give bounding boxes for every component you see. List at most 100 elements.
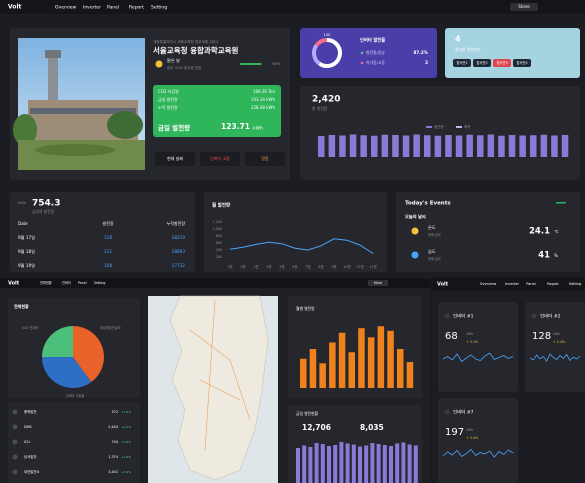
event-unit: % <box>554 253 558 258</box>
overview-title: 전체현황 <box>14 303 29 309</box>
event-sub: 현재 습도 <box>428 256 441 261</box>
bar <box>392 135 399 157</box>
nav-item: Setting <box>151 5 167 11</box>
bar <box>466 134 473 157</box>
action-button[interactable] <box>200 152 240 166</box>
legend-label: 예측 <box>464 124 471 129</box>
bar <box>401 442 406 483</box>
bar <box>424 135 431 157</box>
chip-label: 접속반4 <box>516 60 527 65</box>
plant-change: +2.2% <box>121 425 131 429</box>
junction-label: 접속반 알리미수 <box>455 47 481 52</box>
bar <box>402 135 410 157</box>
table-cell: 9월 19일 <box>18 262 35 269</box>
bar <box>358 328 365 388</box>
bar <box>309 349 317 388</box>
inverter-name: 인버터 #2 <box>540 313 561 320</box>
bar <box>477 135 484 157</box>
plants-card <box>8 402 140 483</box>
bar <box>376 444 381 483</box>
x-tick-label: 12월 <box>369 264 376 269</box>
chip-label: 접속반2 <box>476 60 487 65</box>
inverter-card <box>438 302 518 392</box>
pie-slice <box>42 326 73 357</box>
today-unit: kWh <box>253 126 263 132</box>
weather-detail: 습도 41% 일조량 양호 <box>167 65 202 70</box>
action-button[interactable] <box>155 152 195 166</box>
stat-label: 금일 발전량 <box>158 96 178 102</box>
junction-count: 4 <box>455 35 461 44</box>
bar <box>348 352 355 388</box>
nav-item: Report <box>129 5 144 11</box>
plant-icon <box>12 439 18 445</box>
nav-item: Report <box>547 282 559 286</box>
user-button <box>510 3 538 11</box>
table-cell: 17732 <box>172 263 186 268</box>
bar <box>327 446 331 483</box>
plant-name: DMS <box>24 425 32 429</box>
nav-item: Inverter <box>83 5 101 11</box>
monthly-title: 월 발전량 <box>212 202 231 209</box>
y-tick-label: 800 <box>216 234 222 238</box>
stat-label: 누적 발전량 <box>158 104 178 110</box>
pie-label: 태양광발전설비 <box>100 325 121 330</box>
bar <box>349 134 357 157</box>
legend-label: 발전량 <box>434 124 444 129</box>
nav-item: Inverter <box>505 282 519 286</box>
bar <box>358 446 362 483</box>
bar <box>519 135 526 157</box>
summary-box <box>153 85 281 137</box>
table-cell: 18893 <box>172 249 186 254</box>
bar <box>370 443 375 483</box>
monthly-card <box>204 192 387 272</box>
table-cell: 9월 18일 <box>18 248 35 255</box>
x-tick-label: 1월 <box>227 264 232 269</box>
sparkline <box>442 352 514 363</box>
bar <box>540 134 548 157</box>
nav-item: 전체현황 <box>40 280 52 285</box>
event-value: 24.1 <box>529 227 550 237</box>
y-tick-label: 1,000 <box>213 227 222 231</box>
more-button[interactable] <box>368 280 388 286</box>
nav-item: Setting <box>94 281 105 285</box>
rate-label: 저가동/고장 <box>366 60 385 65</box>
legend-swatch <box>426 126 432 128</box>
bar <box>413 134 420 157</box>
today2-title: 금일 발전현황 <box>296 411 319 416</box>
stat-value: 103.34 kWh <box>251 97 276 102</box>
bar <box>406 362 414 388</box>
bar <box>530 135 537 157</box>
donut-segment <box>314 38 328 47</box>
y-tick-label: 1,200 <box>213 220 222 224</box>
event-value: 41 <box>538 251 550 261</box>
plant-change: +1.9% <box>121 455 131 459</box>
total-card <box>300 86 580 180</box>
bar <box>351 444 356 483</box>
rate-value: 87.2% <box>413 50 428 55</box>
x-tick-label: 2월 <box>240 264 245 269</box>
bar <box>455 135 463 157</box>
bar <box>328 135 336 157</box>
action-button[interactable] <box>245 152 285 166</box>
chip-label: 접속반3 <box>496 60 507 65</box>
chip[interactable] <box>513 59 531 67</box>
pie-label: ESS 연계형 <box>22 325 38 330</box>
stat-value: 189.26 Ton <box>253 89 275 94</box>
plant-value: 1,374 <box>108 455 118 459</box>
brand: Volt <box>8 4 21 11</box>
chip[interactable] <box>493 59 511 67</box>
nav-item: Panel <box>526 282 535 286</box>
chip[interactable] <box>453 59 471 67</box>
inverter-value: 197 <box>445 427 464 438</box>
chip[interactable] <box>473 59 491 67</box>
card-icon <box>531 313 537 319</box>
bar <box>308 447 313 483</box>
legend-dot <box>360 51 364 55</box>
x-tick-label: 11월 <box>356 264 363 269</box>
more-label: More <box>374 281 382 285</box>
inverter-change: + 2.4% <box>553 340 565 344</box>
plant-name: 충북발전 <box>24 409 36 414</box>
nav-item: Setting <box>569 282 582 286</box>
event-label: 온도 <box>428 225 436 230</box>
x-tick-label: 9월 <box>331 264 336 269</box>
